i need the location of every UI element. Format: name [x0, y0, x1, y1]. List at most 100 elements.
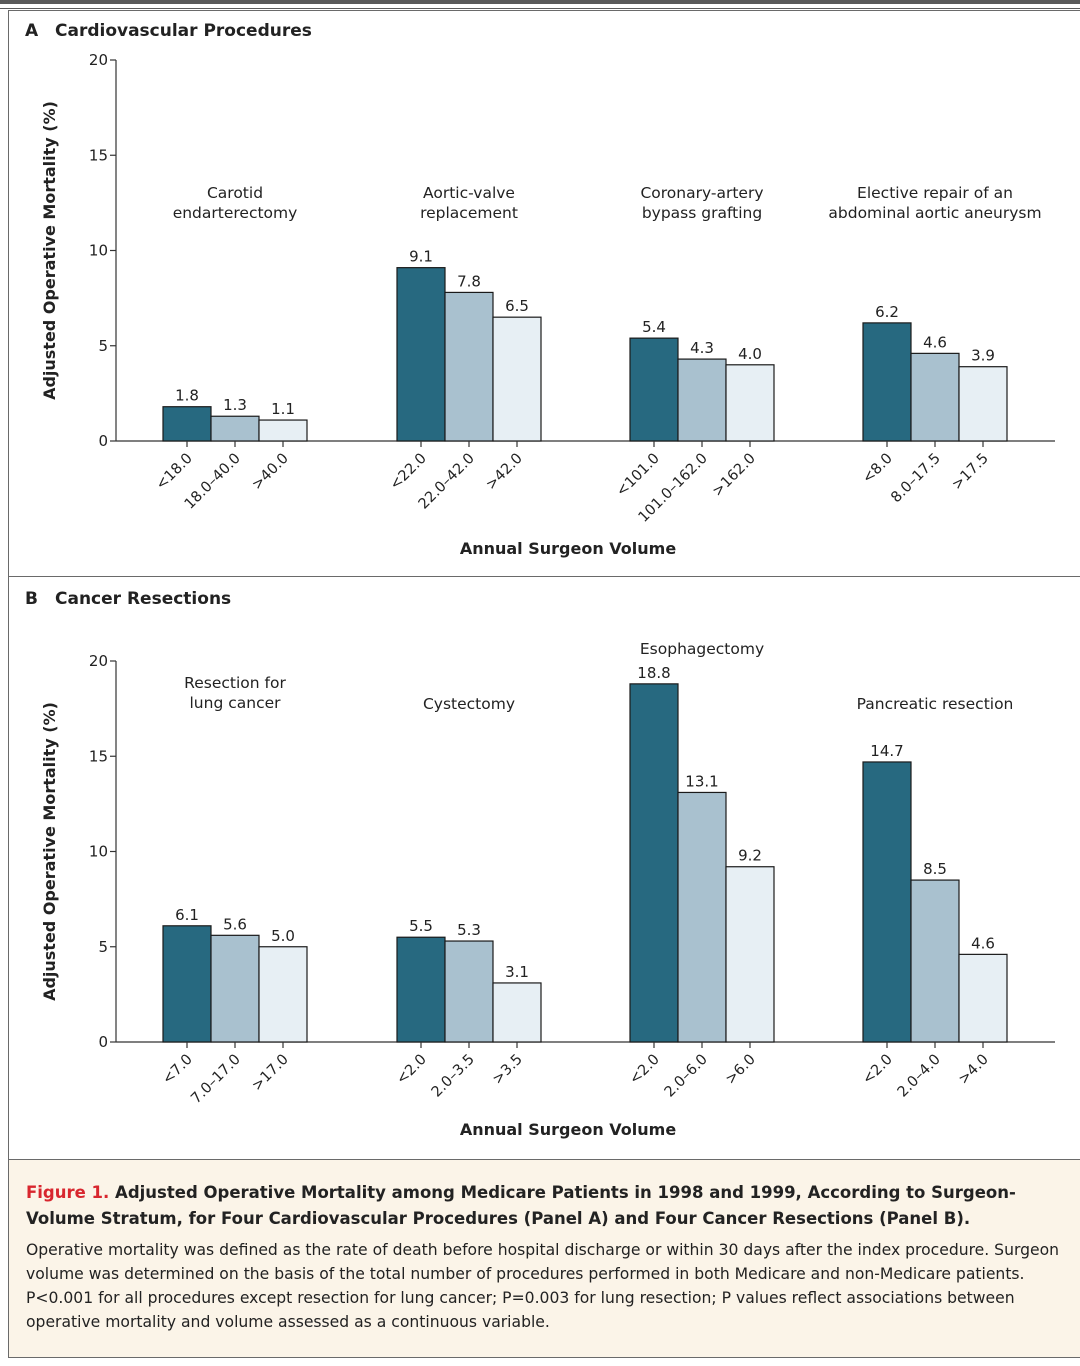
group-name: Coronary-artery — [640, 184, 763, 202]
bar-value-label: 1.3 — [223, 396, 247, 414]
group-name: Aortic-valve — [423, 184, 515, 202]
bar-value-label: 9.2 — [738, 847, 762, 865]
y-axis-label: Adjusted Operative Mortality (%) — [40, 702, 59, 1001]
caption-title: Figure 1. Adjusted Operative Mortality a… — [26, 1180, 1066, 1232]
bar — [910, 879, 960, 1043]
x-tick-label: <2.0 — [860, 1052, 896, 1088]
x-tick-label: <18.0 — [153, 451, 196, 494]
x-tick-label: >17.5 — [949, 451, 992, 494]
bar — [258, 419, 308, 442]
bar — [629, 337, 679, 442]
bar-value-label: 4.3 — [690, 339, 714, 357]
x-tick-label: 8.0–17.5 — [888, 451, 944, 507]
x-tick-label: >162.0 — [710, 451, 759, 500]
group-name: Cystectomy — [423, 695, 515, 713]
bar-value-label: 9.1 — [409, 248, 433, 266]
x-tick-label: <7.0 — [160, 1052, 196, 1088]
bar — [677, 791, 727, 1043]
bar-value-label: 4.0 — [738, 345, 762, 363]
bar-value-label: 3.9 — [971, 347, 995, 365]
bar-charts: A Cardiovascular Procedures 0 5 10 15 20 Adjust… — [25, 21, 1055, 1139]
x-axis-label: Annual Surgeon Volume — [460, 539, 677, 558]
x-axis-label: Annual Surgeon Volume — [460, 1120, 677, 1139]
y-tick-label: 5 — [98, 337, 108, 355]
y-tick-label: 0 — [98, 1033, 108, 1051]
figure-label: Figure 1. — [26, 1183, 110, 1202]
group-name: replacement — [420, 204, 518, 222]
y-tick-label: 15 — [89, 146, 108, 164]
group-name: lung cancer — [190, 694, 282, 712]
x-tick-label: >3.5 — [490, 1052, 526, 1088]
bar — [725, 364, 775, 442]
panel-letter: B — [25, 589, 38, 609]
bar — [396, 936, 446, 1043]
y-axis-label: Adjusted Operative Mortality (%) — [40, 101, 59, 400]
x-tick-label: <2.0 — [394, 1052, 430, 1088]
y-tick-label: 0 — [98, 432, 108, 450]
top-rule-thin — [0, 8, 1080, 9]
group-name: Pancreatic resection — [857, 695, 1014, 713]
bar — [958, 953, 1008, 1043]
x-tick-label: >6.0 — [723, 1052, 759, 1088]
bar — [677, 358, 727, 442]
x-tick-label: 2.0–4.0 — [895, 1052, 944, 1101]
bar — [958, 366, 1008, 442]
x-tick-label: <22.0 — [387, 451, 430, 494]
bar-value-label: 5.4 — [642, 318, 666, 336]
y-tick-label: 20 — [89, 652, 108, 670]
bar — [492, 982, 542, 1043]
bar-value-label: 5.3 — [457, 921, 481, 939]
bar-value-label: 6.1 — [175, 906, 199, 924]
bar — [629, 683, 679, 1043]
top-rule — [0, 0, 1080, 4]
group-name: Elective repair of an — [857, 184, 1013, 202]
x-tick-label: >4.0 — [956, 1052, 992, 1088]
bar — [492, 316, 542, 442]
bar — [444, 940, 494, 1043]
bar — [162, 406, 212, 442]
bar — [910, 352, 960, 442]
x-tick-label: 7.0–17.0 — [188, 1052, 244, 1108]
panel-a-frame — [8, 10, 1080, 577]
caption-title-text: Adjusted Operative Mortality among Medic… — [26, 1183, 1016, 1228]
x-tick-label: 2.0–6.0 — [662, 1052, 711, 1101]
y-tick-label: 15 — [89, 747, 108, 765]
bar-value-label: 1.1 — [271, 400, 295, 418]
bar — [396, 267, 446, 442]
bar-value-label: 3.1 — [505, 963, 529, 981]
x-tick-label: >40.0 — [249, 451, 292, 494]
caption-text: Operative mortality was defined as the r… — [26, 1241, 1060, 1331]
bar-value-label: 1.8 — [175, 387, 199, 405]
x-tick-label: <2.0 — [627, 1052, 663, 1088]
bar — [210, 934, 260, 1043]
group-name: Carotid — [207, 184, 263, 202]
bar-value-label: 8.5 — [923, 860, 947, 878]
group-name: endarterectomy — [173, 204, 298, 222]
figure-caption: Figure 1. Adjusted Operative Mortality a… — [8, 1160, 1080, 1358]
x-tick-label: 2.0–3.5 — [429, 1052, 478, 1101]
bar-value-label: 5.0 — [271, 927, 295, 945]
group-name: abdominal aortic aneurysm — [828, 204, 1041, 222]
bar-value-label: 14.7 — [870, 742, 903, 760]
y-tick-label: 5 — [98, 938, 108, 956]
bar — [162, 925, 212, 1043]
bar-value-label: 13.1 — [685, 772, 718, 790]
bar — [862, 322, 912, 442]
group-name: Esophagectomy — [640, 640, 764, 658]
x-tick-label: >42.0 — [483, 451, 526, 494]
bar-value-label: 6.2 — [875, 303, 899, 321]
panel-title: Cancer Resections — [55, 589, 231, 609]
bar-value-label: 6.5 — [505, 297, 529, 315]
bar — [210, 415, 260, 442]
x-tick-label: <8.0 — [860, 451, 896, 487]
bar — [444, 291, 494, 442]
bar — [258, 946, 308, 1043]
bar-value-label: 4.6 — [923, 333, 947, 351]
x-tick-label: <101.0 — [614, 451, 663, 500]
group-name: Resection for — [184, 674, 286, 692]
bar-value-label: 5.6 — [223, 915, 247, 933]
panel-letter: A — [25, 21, 39, 41]
bar-value-label: 4.6 — [971, 934, 995, 952]
bar-value-label: 7.8 — [457, 272, 481, 290]
